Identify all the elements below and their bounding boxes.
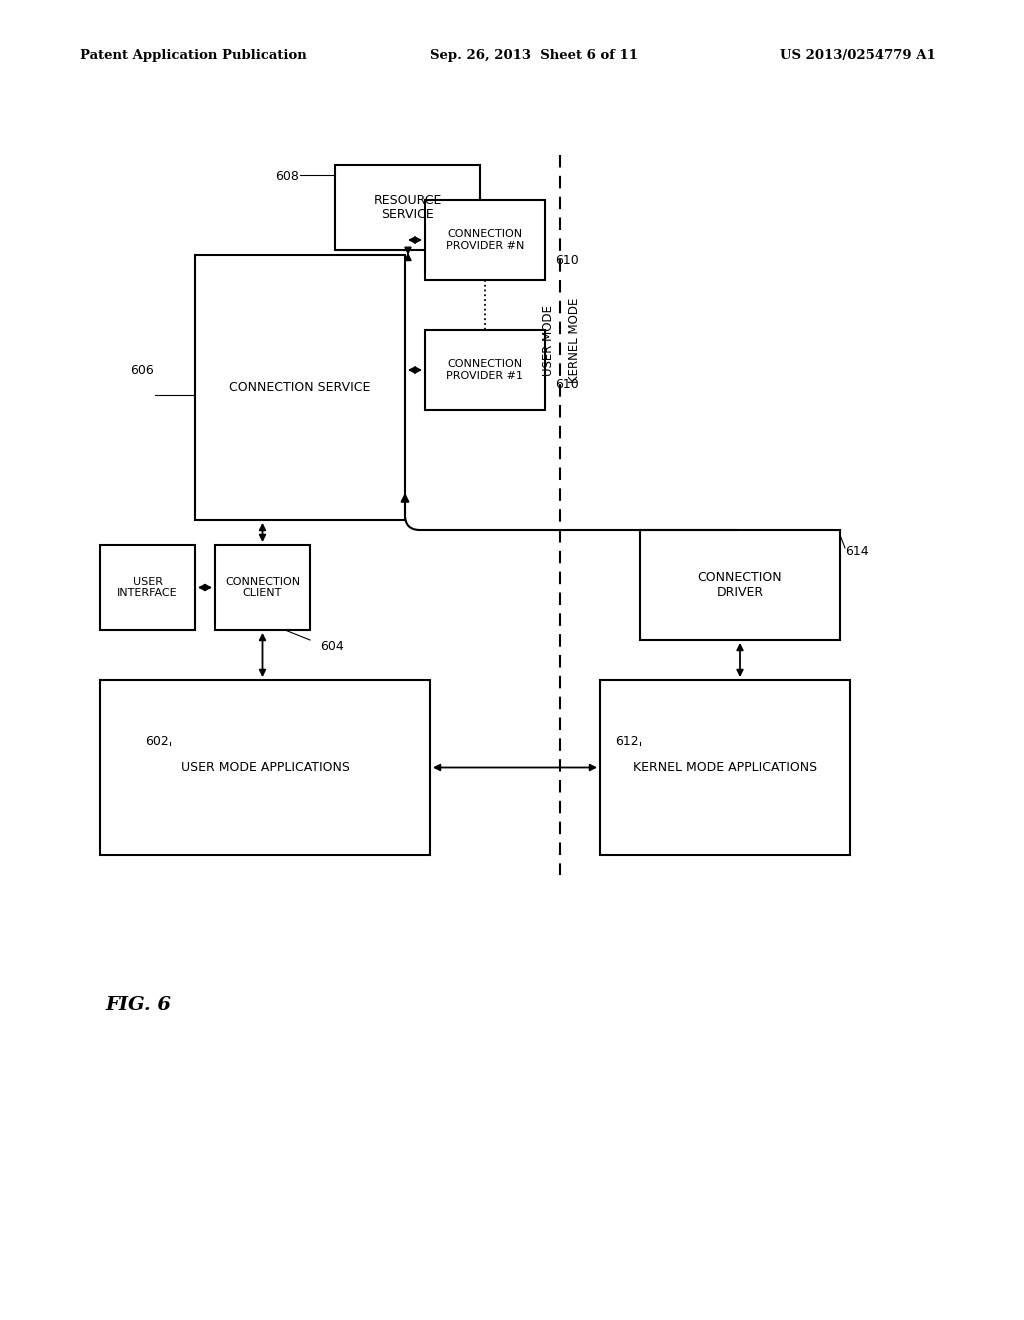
Bar <box>100 680 430 855</box>
Text: CONNECTION
DRIVER: CONNECTION DRIVER <box>697 572 782 599</box>
Bar <box>425 330 545 411</box>
Text: KERNEL MODE APPLICATIONS: KERNEL MODE APPLICATIONS <box>633 762 817 774</box>
Text: FIG. 6: FIG. 6 <box>105 997 171 1014</box>
Text: USER
INTERFACE: USER INTERFACE <box>117 577 178 598</box>
Bar <box>640 531 840 640</box>
Bar <box>215 545 310 630</box>
Text: 610: 610 <box>555 253 579 267</box>
Text: CONNECTION
PROVIDER #N: CONNECTION PROVIDER #N <box>445 230 524 251</box>
Text: CONNECTION
PROVIDER #1: CONNECTION PROVIDER #1 <box>446 359 523 380</box>
Text: CONNECTION
CLIENT: CONNECTION CLIENT <box>225 577 300 598</box>
Text: USER MODE: USER MODE <box>542 305 555 375</box>
Bar <box>195 255 406 520</box>
Bar <box>425 201 545 280</box>
Text: CONNECTION SERVICE: CONNECTION SERVICE <box>229 381 371 393</box>
Bar <box>100 545 195 630</box>
Text: Sep. 26, 2013  Sheet 6 of 11: Sep. 26, 2013 Sheet 6 of 11 <box>430 49 638 62</box>
Text: 602: 602 <box>145 735 169 748</box>
Text: KERNEL MODE: KERNEL MODE <box>567 297 581 383</box>
Text: RESOURCE
SERVICE: RESOURCE SERVICE <box>374 194 441 222</box>
Bar <box>335 165 480 249</box>
Text: 614: 614 <box>845 545 868 558</box>
Text: USER MODE APPLICATIONS: USER MODE APPLICATIONS <box>180 762 349 774</box>
Text: 608: 608 <box>275 170 299 183</box>
Text: 612: 612 <box>615 735 639 748</box>
Text: 604: 604 <box>319 640 344 653</box>
Text: Patent Application Publication: Patent Application Publication <box>80 49 307 62</box>
Text: US 2013/0254779 A1: US 2013/0254779 A1 <box>780 49 936 62</box>
Text: 610: 610 <box>555 379 579 392</box>
Text: 606: 606 <box>130 363 154 376</box>
Bar <box>600 680 850 855</box>
